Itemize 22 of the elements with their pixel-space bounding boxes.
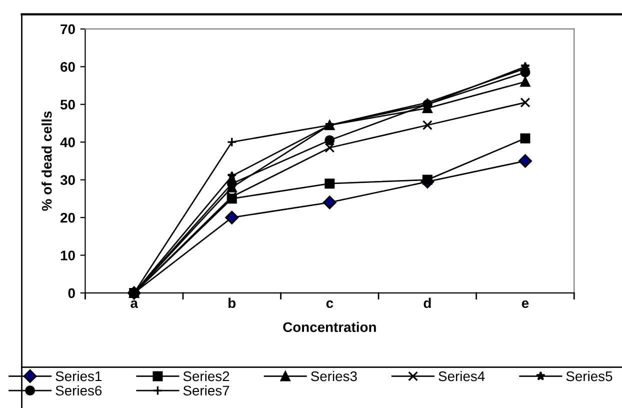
y-axis-title: % of dead cells bbox=[42, 111, 52, 211]
x-tick-label: d bbox=[424, 298, 431, 308]
legend-label: Series7 bbox=[183, 385, 230, 396]
x-tick-label: a bbox=[130, 300, 138, 308]
y-tick-label: 0 bbox=[68, 288, 75, 298]
legend-label: Series1 bbox=[56, 370, 102, 382]
legend-label: Series3 bbox=[311, 370, 357, 382]
y-tick-label: 60 bbox=[60, 62, 75, 72]
legend-label: Series4 bbox=[438, 370, 485, 382]
y-tick-label: 20 bbox=[60, 212, 75, 223]
legend-label: Series6 bbox=[56, 385, 102, 396]
legend-label: Series5 bbox=[566, 370, 612, 382]
x-tick-label: b bbox=[228, 298, 236, 308]
y-tick-label: 40 bbox=[60, 137, 75, 148]
x-tick-label: e bbox=[522, 300, 529, 308]
y-tick-label: 70 bbox=[60, 24, 75, 34]
x-tick-label: c bbox=[326, 300, 334, 308]
y-tick-label: 50 bbox=[60, 100, 75, 110]
legend-label: Series2 bbox=[183, 370, 230, 382]
y-tick-label: 10 bbox=[60, 250, 75, 260]
x-axis-title: Concentration bbox=[283, 322, 376, 332]
y-tick-label: 30 bbox=[60, 175, 75, 185]
